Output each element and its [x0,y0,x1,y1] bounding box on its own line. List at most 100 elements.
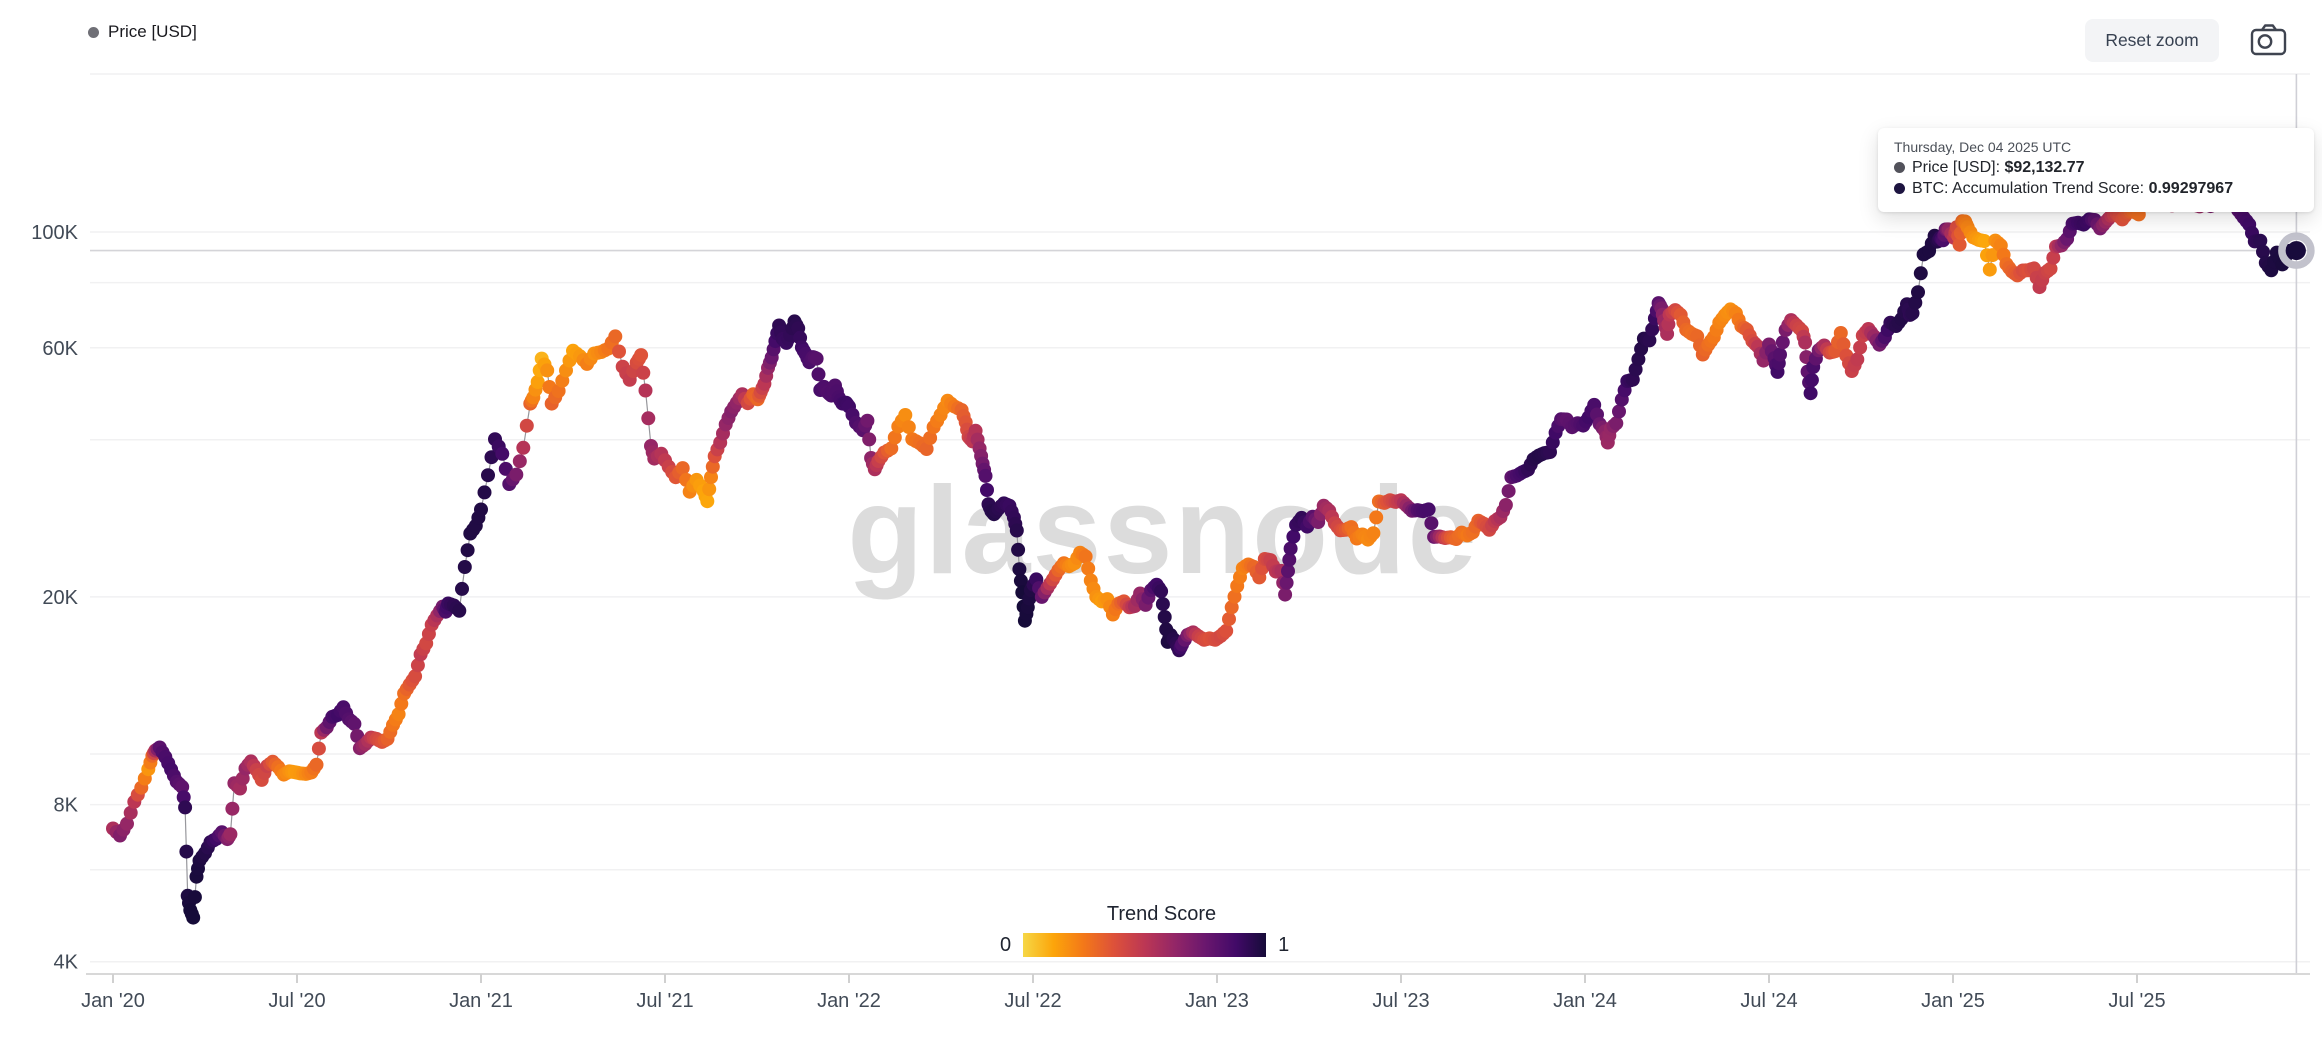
price-point [1498,498,1513,512]
colorbar-gradient [1023,933,1267,957]
price-point [978,468,993,483]
price-point [608,329,623,344]
price-point [408,669,423,684]
x-tick-label: Jan '22 [817,990,881,1012]
price-point [1224,600,1239,615]
price-point [1279,575,1294,590]
price-point [1078,549,1093,564]
x-tick-label: Jan '21 [449,990,513,1012]
reset-zoom-button[interactable]: Reset zoom [2085,19,2219,62]
price-point [1154,584,1169,599]
y-tick-label: 8K [54,795,79,817]
tooltip-score-text: BTC: Accumulation Trend Score: 0.9929796… [1912,180,2234,197]
price-point [1773,347,1787,362]
price-point [347,716,362,731]
price-point [1609,416,1624,431]
price-point [2256,244,2270,259]
price-point [178,800,193,815]
price-point [1911,285,1925,300]
price-point [452,603,467,618]
price-point [1012,562,1027,577]
price-point [498,461,513,476]
colorbar-min-label: 0 [1000,933,1012,956]
price-point [675,461,690,476]
price-point [120,816,134,831]
price-point [884,441,899,456]
price-point [460,543,475,558]
price-point [123,805,138,820]
price-point [2253,233,2268,248]
price-point [1913,266,1928,281]
price-point [923,431,938,445]
price-point [1645,322,1660,337]
price-point [1804,373,1819,388]
price-point [1278,587,1293,602]
price-point [862,432,877,447]
price-point [705,459,720,474]
price-point [980,483,994,497]
series-legend[interactable]: Price [USD] [88,22,197,42]
price-point [636,365,651,380]
y-tick-label: 60K [42,338,78,360]
price-point [2046,250,2061,265]
price-point [1908,295,1923,310]
price-point [1369,510,1384,525]
price-point [519,418,534,433]
price-point [702,482,717,497]
price-point [540,363,555,378]
tooltip-price-value: $92,132.77 [2004,159,2085,176]
price-point [1798,335,1813,350]
price-point [898,408,913,422]
price-point [1286,529,1301,544]
price-point [612,344,626,359]
price-point [1985,248,2000,263]
glassnode-watermark: glassnode [847,462,1478,600]
colorbar-title: Trend Score [1106,903,1217,925]
price-point [309,757,324,772]
price-point [1775,335,1790,350]
y-tick-label: 20K [42,587,78,609]
x-tick-label: Jan '24 [1553,990,1617,1012]
price-point [641,411,656,426]
camera-button[interactable] [2248,22,2288,60]
price-point [1850,352,1865,367]
price-point [1803,386,1818,401]
price-point [176,790,191,805]
x-tick-label: Jul '23 [1372,990,1429,1012]
x-tick-label: Jul '22 [1004,990,1061,1012]
price-point [457,560,472,574]
price-point [455,581,469,596]
price-point [1836,337,1851,352]
trend-score-colorbar: Trend Score 0 1 [1000,903,1320,957]
series-legend-dot-icon [88,26,99,38]
tooltip-price-row: Price [USD]: $92,132.77 [1894,157,2298,178]
price-point [1011,542,1026,557]
price-point [1157,610,1172,624]
price-point [700,494,715,509]
y-tick-label: 100K [31,222,78,244]
price-point [1501,484,1516,499]
price-point [495,446,510,461]
hovered-point[interactable] [2286,241,2306,261]
camera-icon [2250,24,2287,56]
price-point [1155,597,1170,612]
price-point [179,844,194,859]
price-point [809,351,824,366]
price-point [516,440,531,455]
price-point [1982,262,1997,277]
tooltip-date: Thursday, Dec 04 2025 UTC [1894,139,2072,155]
price-point [1281,564,1295,579]
price-point [1424,516,1439,531]
x-tick-label: Jan '20 [81,990,145,1012]
price-point [1013,573,1028,588]
price-point [887,430,902,445]
price-point [1366,526,1381,541]
price-point [1009,523,1024,538]
price-point [187,890,202,905]
tooltip-score-value: 0.99297967 [2148,180,2234,197]
series-legend-label: Price [USD] [108,22,197,41]
price-point [481,468,495,483]
price-point [704,470,718,485]
x-tick-label: Jul '20 [268,990,325,1012]
